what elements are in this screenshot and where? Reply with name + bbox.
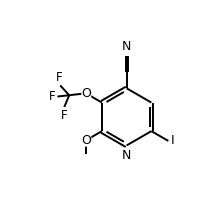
Text: F: F — [56, 71, 62, 84]
Text: N: N — [122, 149, 131, 162]
Text: N: N — [122, 40, 131, 53]
Text: O: O — [81, 134, 91, 147]
Text: O: O — [81, 87, 91, 100]
Text: F: F — [49, 90, 56, 103]
Text: F: F — [61, 109, 68, 122]
Text: I: I — [171, 134, 174, 147]
